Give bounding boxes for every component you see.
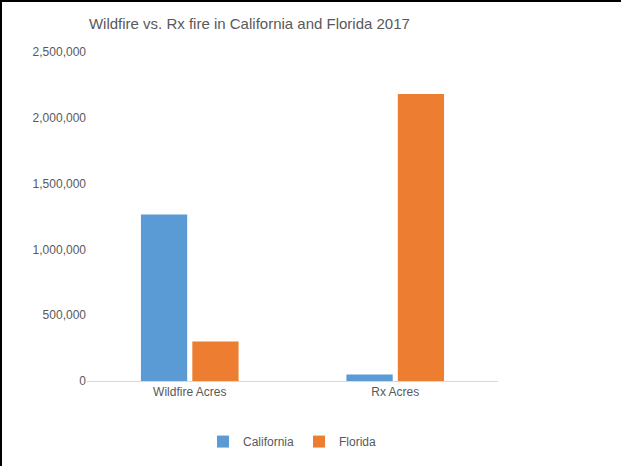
svg-text:2,000,000: 2,000,000	[33, 111, 87, 125]
svg-text:500,000: 500,000	[43, 308, 87, 322]
svg-text:1,000,000: 1,000,000	[33, 243, 87, 257]
svg-text:Wildfire Acres: Wildfire Acres	[153, 385, 226, 399]
svg-text:2,500,000: 2,500,000	[33, 45, 87, 59]
svg-text:California: California	[243, 435, 294, 449]
svg-text:Rx Acres: Rx Acres	[371, 385, 419, 399]
svg-text:Wildfire vs. Rx fire in Califo: Wildfire vs. Rx fire in California and F…	[89, 15, 410, 32]
svg-text:0: 0	[79, 374, 86, 388]
svg-text:1,500,000: 1,500,000	[33, 177, 87, 191]
svg-text:Florida: Florida	[339, 435, 376, 449]
